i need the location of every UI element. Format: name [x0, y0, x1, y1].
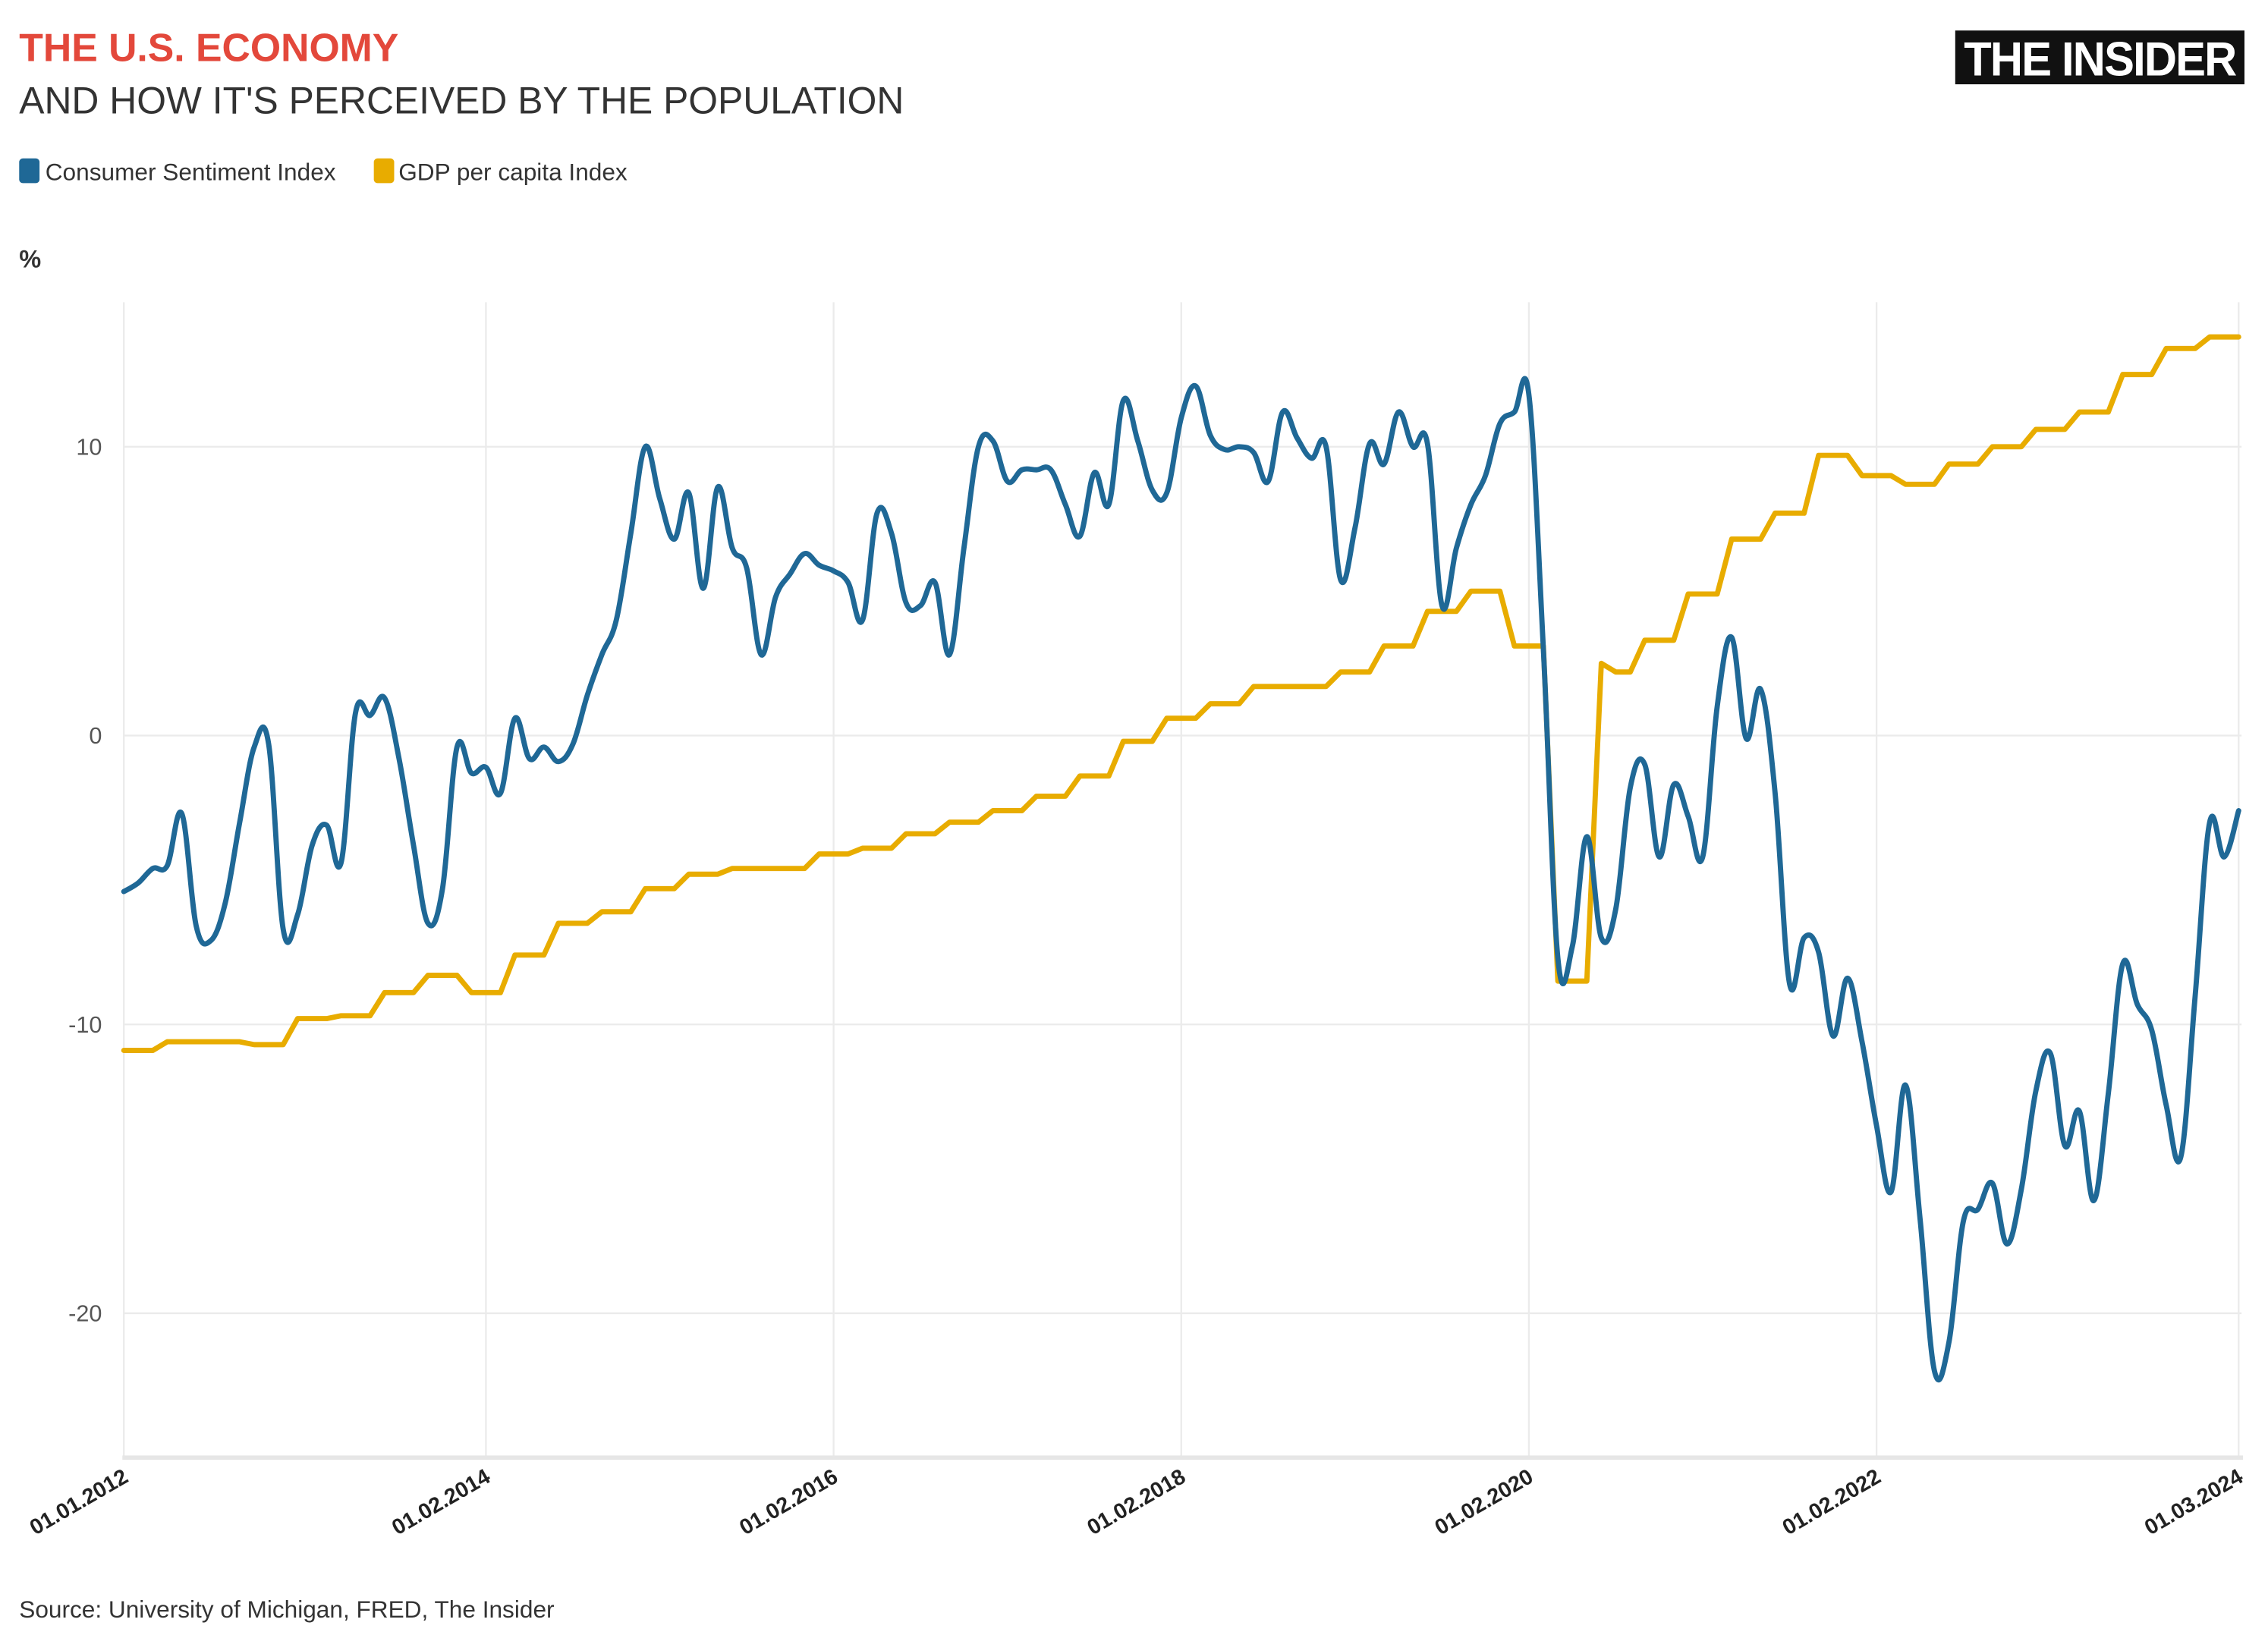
horizontal-gridlines	[124, 445, 2242, 1315]
chart-title: THE U.S. ECONOMY	[19, 25, 398, 69]
y-tick-label: -10	[68, 1012, 102, 1038]
series-line-consumer-sentiment	[121, 376, 2241, 1383]
legend-swatch-sentiment	[19, 158, 40, 184]
y-tick-label: 0	[89, 723, 102, 749]
legend-item-sentiment[interactable]: Consumer Sentiment Index	[19, 159, 336, 186]
series-line-gdp-per-capita	[121, 334, 2241, 1053]
y-axis-unit: %	[19, 245, 41, 272]
y-tick-label: 10	[76, 434, 102, 460]
legend: Consumer Sentiment Index GDP per capita …	[19, 159, 628, 186]
legend-label-sentiment: Consumer Sentiment Index	[46, 159, 336, 186]
source-note: Source: University of Michigan, FRED, Th…	[19, 1596, 554, 1623]
logo-text: THE INSIDER	[1964, 33, 2236, 86]
y-axis-ticks: 10 0 -10 -20	[68, 434, 102, 1326]
logo-background	[1955, 30, 2244, 85]
legend-swatch-gdp	[373, 158, 395, 184]
series-lines	[121, 334, 2241, 1383]
chart-subtitle: AND HOW IT'S PERCEIVED BY THE POPULATION	[19, 79, 904, 121]
legend-item-gdp[interactable]: GDP per capita Index	[373, 158, 628, 186]
logo: THE INSIDER	[1955, 30, 2244, 86]
legend-label-gdp: GDP per capita Index	[398, 159, 628, 186]
vertical-gridlines	[123, 302, 2240, 1458]
y-tick-label: -20	[68, 1300, 102, 1326]
